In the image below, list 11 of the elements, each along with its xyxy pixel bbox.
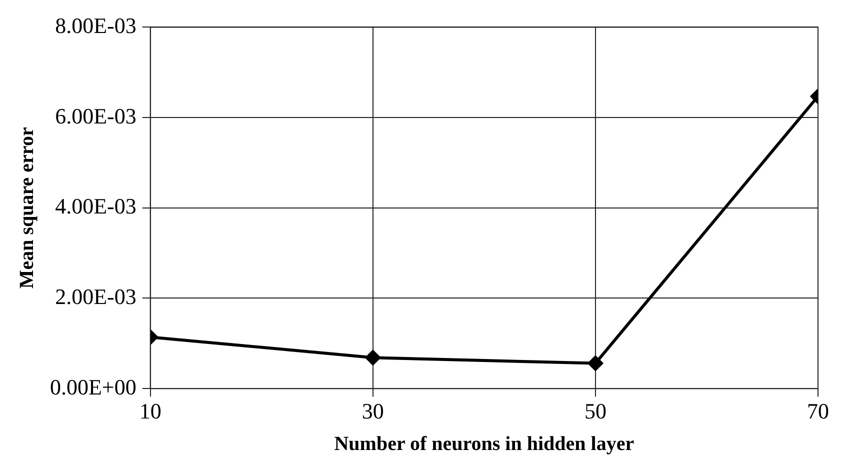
y-axis-title: Mean square error — [16, 127, 38, 289]
x-tick-label: 30 — [362, 398, 384, 424]
x-axis-title: Number of neurons in hidden layer — [334, 433, 634, 456]
y-tick-label: 8.00E-03 — [55, 12, 136, 38]
x-tick-label: 10 — [139, 398, 162, 424]
y-tick-label: 0.00E+00 — [50, 374, 136, 400]
x-tick-label: 50 — [584, 398, 606, 424]
x-tick-label: 70 — [807, 398, 829, 424]
y-tick-label: 2.00E-03 — [55, 284, 136, 310]
y-tick-label: 4.00E-03 — [55, 194, 136, 219]
y-tick-label: 6.00E-03 — [55, 103, 136, 128]
